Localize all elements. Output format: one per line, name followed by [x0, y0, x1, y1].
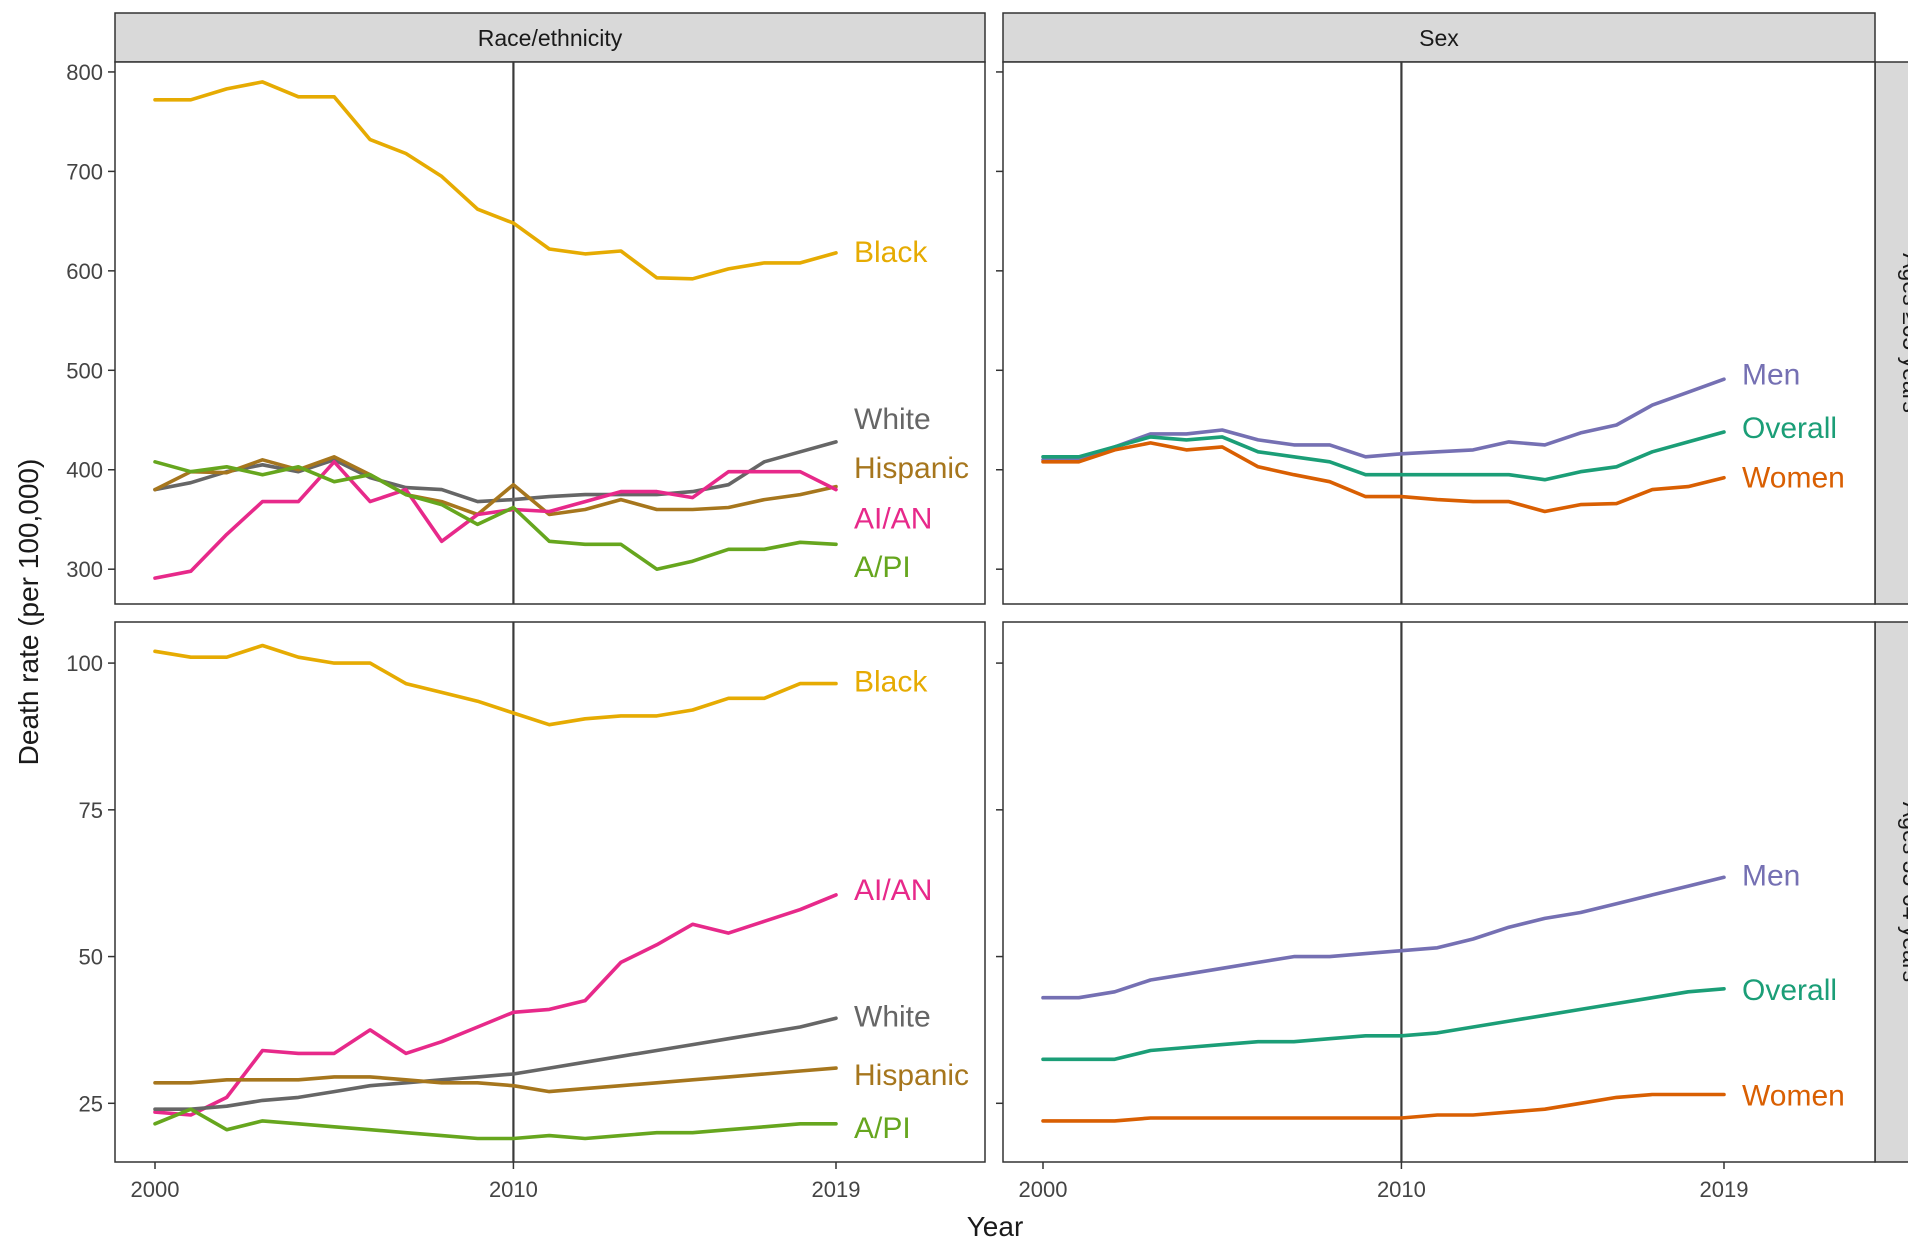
strip-label-ages-35-64: Ages 35-64 years — [1898, 802, 1908, 982]
series-line-hispanic — [153, 454, 838, 517]
y-axis-title: Death rate (per 100,000) — [13, 459, 44, 766]
series-line-men — [1041, 875, 1726, 1000]
series-line-men — [1041, 377, 1726, 462]
series-label-white: White — [854, 403, 931, 436]
y-tick-label: 300 — [66, 557, 103, 582]
y-tick-label: 800 — [66, 60, 103, 85]
series-line-women — [1041, 1092, 1726, 1123]
strip-label-race-ethnicity: Race/ethnicity — [478, 25, 623, 51]
y-tick-label: 50 — [79, 945, 103, 970]
series-label-a-pi: A/PI — [854, 551, 911, 584]
panel-s65: Men Overall Women — [996, 61, 1876, 605]
y-tick-label: 600 — [66, 259, 103, 284]
y-tick-label: 75 — [79, 798, 103, 823]
series-line-ai-an — [153, 459, 838, 580]
panel-r35: 25 50 75 100 2000 2010 2019 Black AI/AN White Hisp… — [66, 621, 986, 1202]
series-label-women: Women — [1742, 1080, 1845, 1113]
strip-race-ethnicity — [114, 12, 986, 63]
panel-s35: 2000 2010 2019 Men Overall Women — [996, 621, 1876, 1202]
y-tick-label: 25 — [79, 1091, 103, 1116]
x-tick-label: 2019 — [812, 1177, 861, 1202]
y-tick-label: 100 — [66, 651, 103, 676]
x-tick-label: 2010 — [489, 1177, 538, 1202]
x-tick-label: 2010 — [1377, 1177, 1426, 1202]
x-axis-title: Year — [967, 1211, 1024, 1242]
panel-r65: 300 400 500 600 700 800 Black White Hispanic AI/A… — [66, 60, 986, 605]
panel-border — [1002, 621, 1876, 1163]
series-label-overall: Overall — [1742, 412, 1837, 445]
strip-ages-65-plus — [1874, 61, 1908, 605]
strip-label-ages-65-plus: Ages ≥65 years — [1898, 253, 1908, 413]
series-line-ai-an — [153, 893, 838, 1117]
series-label-black: Black — [854, 666, 928, 699]
panel-border — [1002, 61, 1876, 605]
series-label-men: Men — [1742, 358, 1800, 391]
series-line-a-pi — [153, 459, 838, 572]
series-line-hispanic — [153, 1066, 838, 1094]
series-label-a-pi: A/PI — [854, 1112, 911, 1145]
series-line-white — [153, 1016, 838, 1111]
series-label-overall: Overall — [1742, 974, 1837, 1007]
x-tick-label: 2000 — [1019, 1177, 1068, 1202]
panels-layer: 300 400 500 600 700 800 Black White Hispanic AI/A… — [66, 60, 1876, 1202]
series-line-black — [153, 643, 838, 727]
series-label-black: Black — [854, 236, 928, 269]
series-label-men: Men — [1742, 859, 1800, 892]
series-label-white: White — [854, 1000, 931, 1033]
series-line-black — [153, 80, 838, 281]
y-tick-label: 500 — [66, 358, 103, 383]
strip-ages-35-64 — [1874, 621, 1908, 1163]
series-label-hispanic: Hispanic — [854, 452, 969, 485]
series-line-overall — [1041, 430, 1726, 482]
strip-label-sex: Sex — [1419, 25, 1459, 51]
series-line-a-pi — [153, 1107, 838, 1141]
series-label-women: Women — [1742, 462, 1845, 495]
x-tick-label: 2000 — [131, 1177, 180, 1202]
series-label-ai-an: AI/AN — [854, 502, 932, 535]
y-tick-label: 700 — [66, 159, 103, 184]
series-label-hispanic: Hispanic — [854, 1059, 969, 1092]
x-tick-label: 2019 — [1700, 1177, 1749, 1202]
panel-border — [114, 621, 986, 1163]
series-label-ai-an: AI/AN — [854, 874, 932, 907]
strip-sex — [1002, 12, 1876, 63]
series-line-women — [1041, 441, 1726, 514]
y-tick-label: 400 — [66, 458, 103, 483]
series-line-overall — [1041, 986, 1726, 1062]
